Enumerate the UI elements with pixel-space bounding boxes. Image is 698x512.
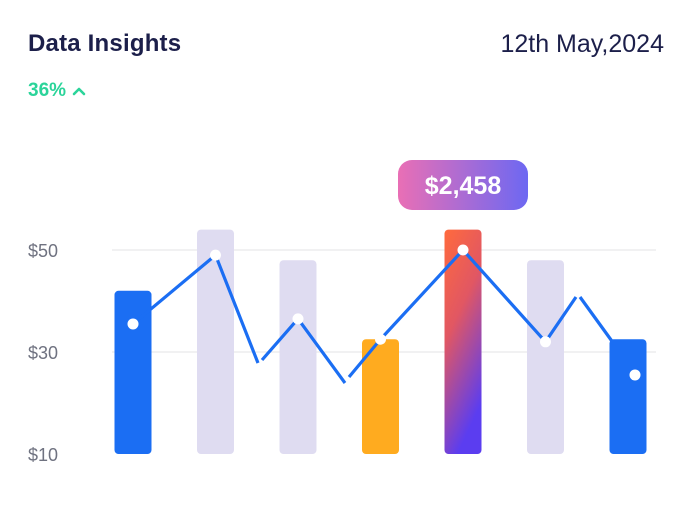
data-point <box>292 313 304 325</box>
data-point <box>629 369 641 381</box>
tooltip-bubble <box>398 160 528 210</box>
bar <box>114 290 152 454</box>
highlighted-bar <box>444 229 482 454</box>
page-title: Data Insights <box>28 30 182 57</box>
change-value: 36% <box>28 80 67 101</box>
bar <box>362 339 399 454</box>
date-label: 12th May,2024 <box>500 30 664 58</box>
y-tick-label: $10 <box>28 445 58 465</box>
bar <box>197 229 234 454</box>
data-point <box>540 336 551 348</box>
data-point <box>210 249 221 261</box>
change-indicator: 36% <box>28 80 86 102</box>
bar <box>279 260 317 454</box>
series-line <box>578 296 616 345</box>
data-point <box>457 244 469 256</box>
y-tick-label: $50 <box>28 241 58 261</box>
data-point <box>127 318 139 330</box>
bar <box>527 260 564 454</box>
data-point <box>375 333 386 345</box>
tooltip-value: $2,458 <box>425 172 502 200</box>
y-tick-label: $30 <box>28 343 58 363</box>
bar <box>609 339 647 454</box>
chevron-up-icon <box>72 87 86 96</box>
series-line <box>131 252 260 364</box>
